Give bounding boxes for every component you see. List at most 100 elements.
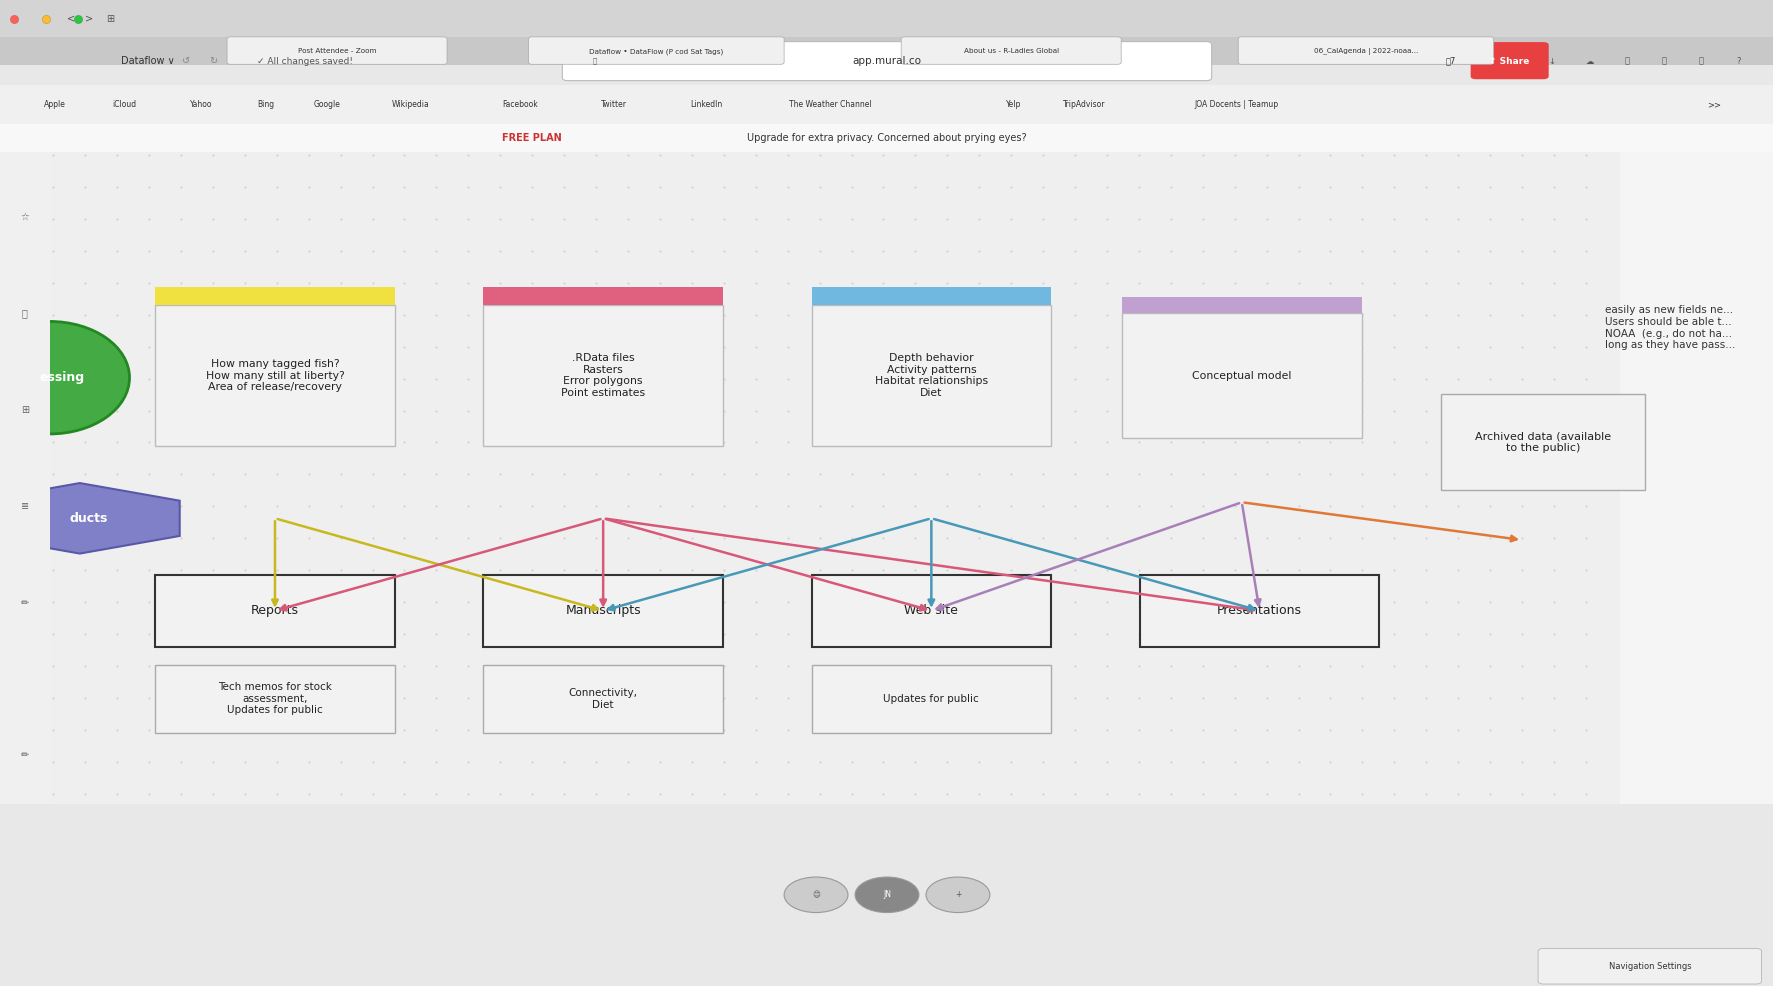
Circle shape [855, 878, 918, 913]
Circle shape [784, 878, 847, 913]
FancyBboxPatch shape [0, 0, 1773, 37]
FancyBboxPatch shape [227, 36, 447, 64]
FancyBboxPatch shape [1121, 297, 1360, 314]
Text: app.mural.co: app.mural.co [853, 56, 920, 66]
Text: +: + [954, 890, 961, 899]
FancyBboxPatch shape [482, 306, 723, 446]
FancyBboxPatch shape [0, 804, 1773, 986]
Text: <: < [67, 14, 74, 24]
Text: 😊: 😊 [812, 890, 819, 899]
Text: 🔄: 🔄 [1661, 56, 1665, 66]
FancyBboxPatch shape [482, 287, 723, 306]
Text: ⊞: ⊞ [21, 405, 28, 415]
Text: easily as new fields ne...
Users should be able t...
NOAA  (e.g., do not ha...
l: easily as new fields ne... Users should … [1605, 306, 1734, 350]
Text: ☁: ☁ [1585, 56, 1592, 66]
Text: ?: ? [1736, 56, 1739, 66]
Text: How many tagged fish?
How many still at liberty?
Area of release/recovery: How many tagged fish? How many still at … [206, 359, 344, 392]
FancyBboxPatch shape [1238, 36, 1493, 64]
Text: ≣: ≣ [21, 501, 28, 512]
FancyBboxPatch shape [1470, 42, 1548, 79]
FancyBboxPatch shape [901, 36, 1121, 64]
Text: ↺: ↺ [183, 56, 190, 66]
Text: The Weather Channel: The Weather Channel [789, 100, 872, 109]
Text: Navigation Settings: Navigation Settings [1608, 961, 1690, 971]
Text: Archived data (available
to the public): Archived data (available to the public) [1475, 431, 1610, 453]
Text: Manuscripts: Manuscripts [566, 604, 640, 617]
FancyBboxPatch shape [0, 0, 50, 804]
Text: 🖼: 🖼 [21, 309, 28, 318]
Text: Yelp: Yelp [1005, 100, 1021, 109]
Text: Dataflow ∨: Dataflow ∨ [121, 56, 174, 66]
Text: Wikipedia: Wikipedia [392, 100, 429, 109]
Text: Facebook: Facebook [502, 100, 537, 109]
FancyBboxPatch shape [0, 945, 39, 986]
FancyBboxPatch shape [1138, 575, 1378, 647]
FancyBboxPatch shape [0, 37, 1773, 85]
Text: 👥7: 👥7 [1445, 56, 1456, 66]
FancyBboxPatch shape [0, 85, 1773, 124]
Text: Apple: Apple [44, 100, 66, 109]
Text: Tech memos for stock
assessment,
Updates for public: Tech memos for stock assessment, Updates… [218, 682, 332, 715]
Text: ✏: ✏ [21, 598, 28, 607]
FancyBboxPatch shape [154, 575, 394, 647]
FancyBboxPatch shape [482, 665, 723, 733]
Text: iCloud: iCloud [112, 100, 137, 109]
FancyBboxPatch shape [482, 575, 723, 647]
FancyBboxPatch shape [50, 0, 1619, 804]
FancyBboxPatch shape [1537, 949, 1761, 984]
Text: Connectivity,
Diet: Connectivity, Diet [569, 688, 637, 710]
Text: IN: IN [14, 960, 25, 970]
Text: .RData files
Rasters
Error polygons
Point estimates: .RData files Rasters Error polygons Poin… [560, 353, 645, 398]
FancyBboxPatch shape [1619, 0, 1773, 804]
FancyBboxPatch shape [1121, 314, 1360, 438]
Text: 🔍: 🔍 [1699, 56, 1702, 66]
Text: Twitter: Twitter [601, 100, 628, 109]
Text: ducts: ducts [69, 512, 108, 525]
FancyBboxPatch shape [810, 306, 1050, 446]
Text: ≡: ≡ [21, 115, 28, 125]
Text: LinkedIn: LinkedIn [690, 100, 722, 109]
FancyBboxPatch shape [528, 36, 784, 64]
Text: >: > [85, 14, 92, 24]
Text: JOA Docents | Teamup: JOA Docents | Teamup [1193, 100, 1277, 109]
Text: ↻: ↻ [209, 56, 216, 66]
FancyBboxPatch shape [0, 124, 1773, 152]
Text: Dataflow • DataFlow (P cod Sat Tags): Dataflow • DataFlow (P cod Sat Tags) [589, 48, 723, 54]
FancyBboxPatch shape [1440, 393, 1644, 490]
Text: Presentations: Presentations [1216, 604, 1301, 617]
FancyBboxPatch shape [0, 37, 1773, 65]
Ellipse shape [0, 321, 129, 434]
Text: >>: >> [1706, 100, 1720, 109]
FancyBboxPatch shape [154, 287, 394, 306]
Text: Bing: Bing [257, 100, 275, 109]
FancyBboxPatch shape [154, 306, 394, 446]
Text: Web site: Web site [904, 604, 957, 617]
FancyBboxPatch shape [154, 665, 394, 733]
Text: Yahoo: Yahoo [190, 100, 213, 109]
Text: Conceptual model: Conceptual model [1191, 371, 1291, 381]
Text: 💬: 💬 [1624, 56, 1628, 66]
Text: Depth behavior
Activity patterns
Habitat relationships
Diet: Depth behavior Activity patterns Habitat… [874, 353, 988, 398]
FancyBboxPatch shape [810, 665, 1050, 733]
Text: Google: Google [314, 100, 340, 109]
Text: ↑ Share: ↑ Share [1489, 56, 1528, 66]
Text: ☆: ☆ [21, 212, 28, 222]
FancyBboxPatch shape [810, 575, 1050, 647]
Text: Upgrade for extra privacy. Concerned about prying eyes?: Upgrade for extra privacy. Concerned abo… [746, 133, 1027, 143]
Text: TripAdvisor: TripAdvisor [1062, 100, 1105, 109]
Text: 🔒: 🔒 [592, 58, 596, 64]
Text: ⊞: ⊞ [106, 14, 113, 24]
Text: ↓: ↓ [1548, 56, 1555, 66]
Text: essing: essing [39, 371, 83, 385]
Text: Reports: Reports [250, 604, 300, 617]
Text: Updates for public: Updates for public [883, 694, 979, 704]
Polygon shape [0, 483, 179, 553]
Text: ✓ All changes saved!: ✓ All changes saved! [257, 56, 353, 66]
FancyBboxPatch shape [562, 41, 1211, 81]
Text: About us - R-Ladies Global: About us - R-Ladies Global [963, 48, 1058, 54]
Circle shape [926, 878, 989, 913]
Text: ✏: ✏ [21, 750, 28, 760]
FancyBboxPatch shape [810, 287, 1050, 306]
Text: FREE PLAN: FREE PLAN [502, 133, 562, 143]
Text: Post Attendee - Zoom: Post Attendee - Zoom [298, 48, 376, 54]
